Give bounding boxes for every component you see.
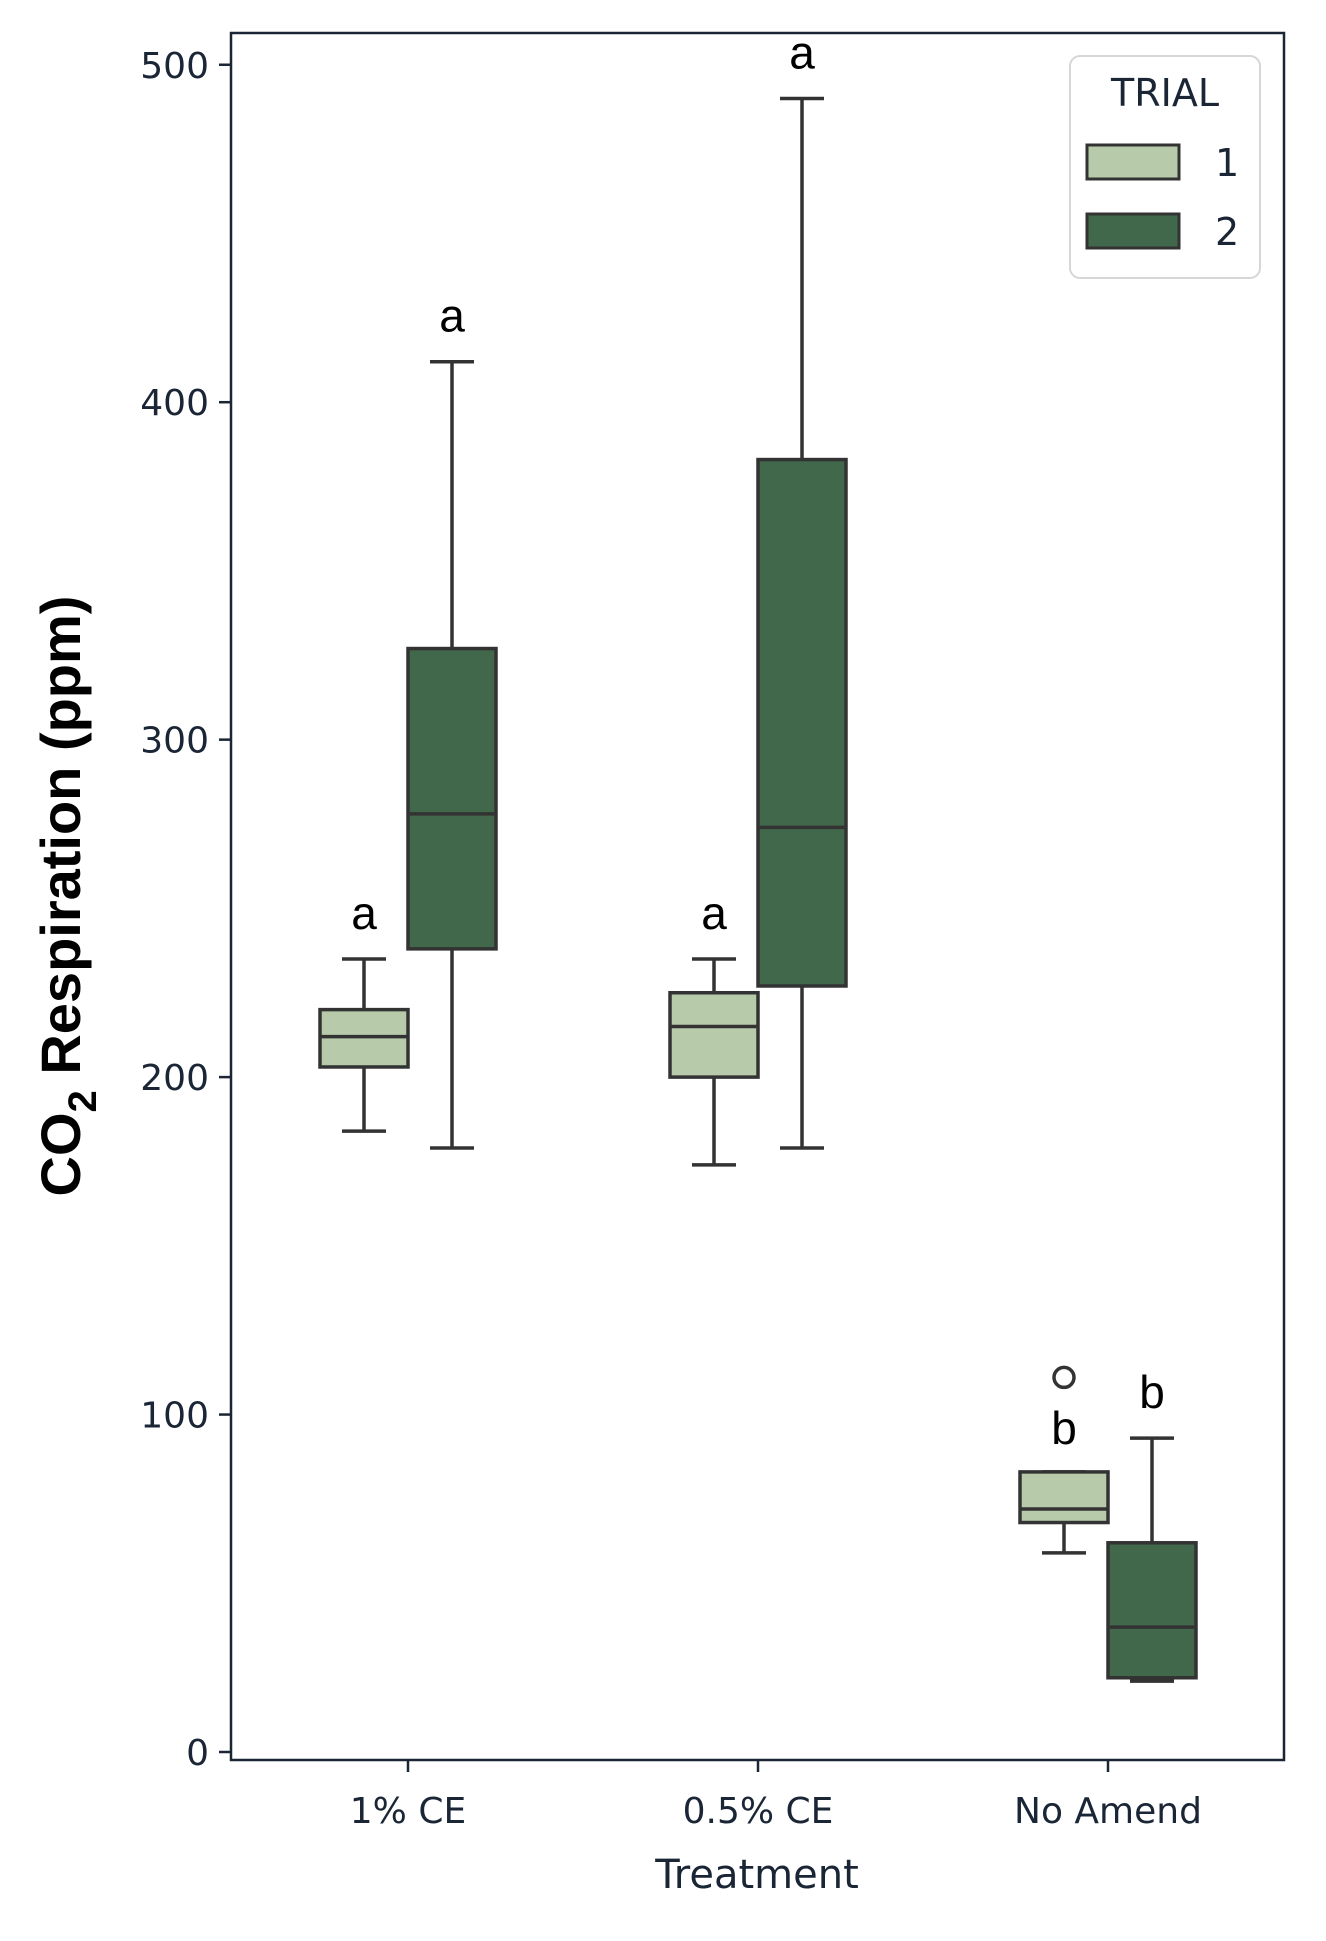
outlier-point — [1052, 1365, 1076, 1390]
x-axis-title: Treatment — [654, 1852, 859, 1898]
box-trial-2-1 — [406, 359, 498, 1150]
legend-swatch-trial-1 — [1085, 143, 1181, 181]
y-axis-title: CO2 Respiration (ppm) — [29, 596, 105, 1197]
significance-letter: b — [1051, 1402, 1077, 1454]
y-tick-label: 300 — [140, 721, 209, 762]
x-tick-label: No Amend — [1014, 1791, 1202, 1832]
box-trial-1-2 — [668, 957, 760, 1167]
x-tick-label: 0.5% CE — [683, 1791, 834, 1832]
legend: TRIAL 1 2 — [1069, 55, 1261, 279]
y-tick-label: 0 — [186, 1733, 209, 1774]
legend-label-trial-2: 2 — [1215, 210, 1239, 254]
x-tick-label: 1% CE — [350, 1791, 466, 1832]
box-iqr — [668, 990, 760, 1079]
legend-label-trial-1: 1 — [1215, 141, 1239, 185]
legend-swatch-trial-2 — [1085, 212, 1181, 250]
x-axis: 1% CE 0.5% CE No Amend — [350, 1760, 1202, 1832]
significance-letter: a — [701, 887, 727, 939]
box-series — [318, 96, 1198, 1683]
y-axis-title-prefix: CO — [29, 1112, 92, 1196]
box-iqr — [756, 457, 848, 988]
y-axis: 0 100 200 300 400 500 — [140, 46, 231, 1774]
significance-letter: a — [439, 290, 465, 342]
legend-title: TRIAL — [1110, 71, 1219, 115]
y-tick-label: 400 — [140, 383, 209, 424]
y-axis-title-subscript: 2 — [61, 1090, 105, 1112]
box-trial-1-3 — [1018, 1365, 1110, 1555]
significance-letter: a — [789, 26, 815, 78]
box-trial-2-3 — [1106, 1436, 1198, 1683]
box-trial-2-2 — [756, 96, 848, 1150]
y-tick-label: 100 — [140, 1396, 209, 1437]
significance-labels: a a b a a b — [351, 26, 1165, 1453]
significance-letter: a — [351, 887, 377, 939]
significance-letter: b — [1139, 1366, 1165, 1418]
box-trial-1-1 — [318, 957, 410, 1133]
box-iqr — [1106, 1541, 1198, 1680]
y-tick-label: 500 — [140, 46, 209, 87]
y-axis-title-suffix: Respiration (ppm) — [29, 596, 92, 1091]
y-tick-label: 200 — [140, 1058, 209, 1099]
box-iqr — [406, 646, 498, 951]
box-iqr — [1018, 1470, 1110, 1525]
